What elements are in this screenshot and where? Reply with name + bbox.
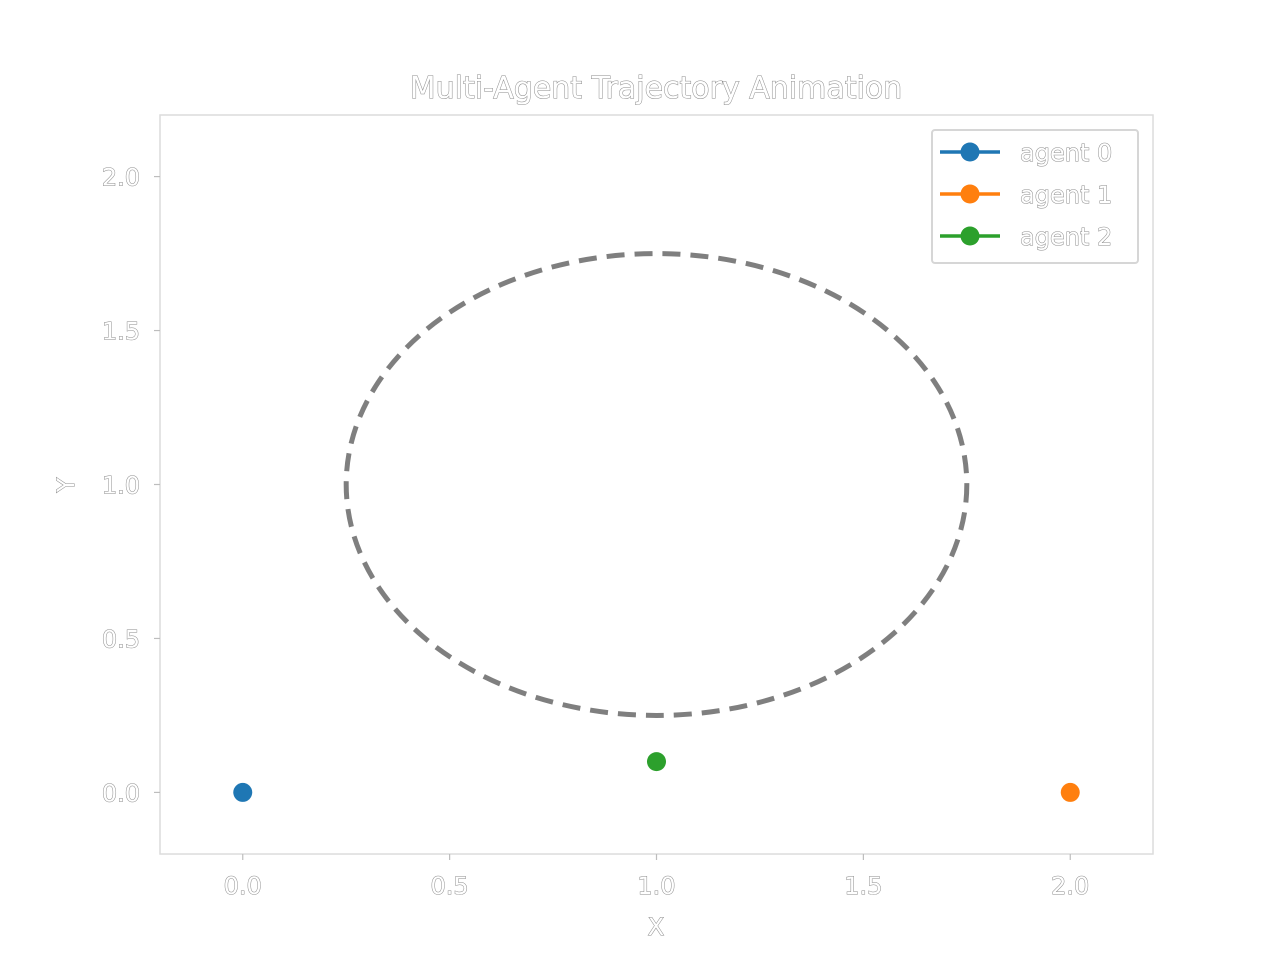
legend-box	[931, 129, 1139, 264]
agent-2-point	[647, 752, 666, 772]
x-tick-label: 0.5	[431, 872, 469, 900]
x-axis-label: X	[648, 913, 664, 941]
agent-1-point	[1060, 782, 1080, 802]
agent-0-point	[233, 782, 253, 802]
legend-label-agent-1: agent 1	[1020, 181, 1112, 209]
legend-label-agent-2: agent 2	[1020, 223, 1112, 251]
y-tick-label: 1.0	[102, 472, 140, 500]
x-tick-label: 1.5	[844, 872, 882, 900]
x-tick-label: 0.0	[224, 872, 262, 900]
x-tick-label: 2.0	[1051, 872, 1089, 900]
legend: agent 0 agent 1 agent 2	[931, 129, 1139, 264]
y-tick-label: 0.0	[102, 779, 140, 807]
y-tick-label: 2.0	[102, 164, 140, 192]
legend-marker-agent-0	[960, 142, 980, 162]
y-axis-ticks: 0.0 0.5 1.0 1.5 2.0	[101, 163, 160, 808]
reference-path-layer	[343, 251, 970, 718]
legend-marker-agent-2	[960, 226, 980, 246]
y-tick-label: 0.5	[102, 625, 140, 653]
reference-trajectory-ellipse	[343, 251, 970, 718]
x-tick-label: 1.0	[637, 872, 675, 900]
legend-items: agent 0 agent 1 agent 2	[940, 139, 1113, 252]
agent-points-layer	[233, 752, 1080, 802]
chart-title: Multi-Agent Trajectory Animation	[410, 71, 902, 106]
y-axis-label: Y	[52, 477, 80, 493]
legend-marker-agent-1	[960, 184, 980, 204]
y-tick-label: 1.5	[102, 318, 140, 346]
x-axis-ticks: 0.0 0.5 1.0 1.5 2.0	[223, 854, 1090, 901]
legend-label-agent-0: agent 0	[1020, 139, 1112, 167]
